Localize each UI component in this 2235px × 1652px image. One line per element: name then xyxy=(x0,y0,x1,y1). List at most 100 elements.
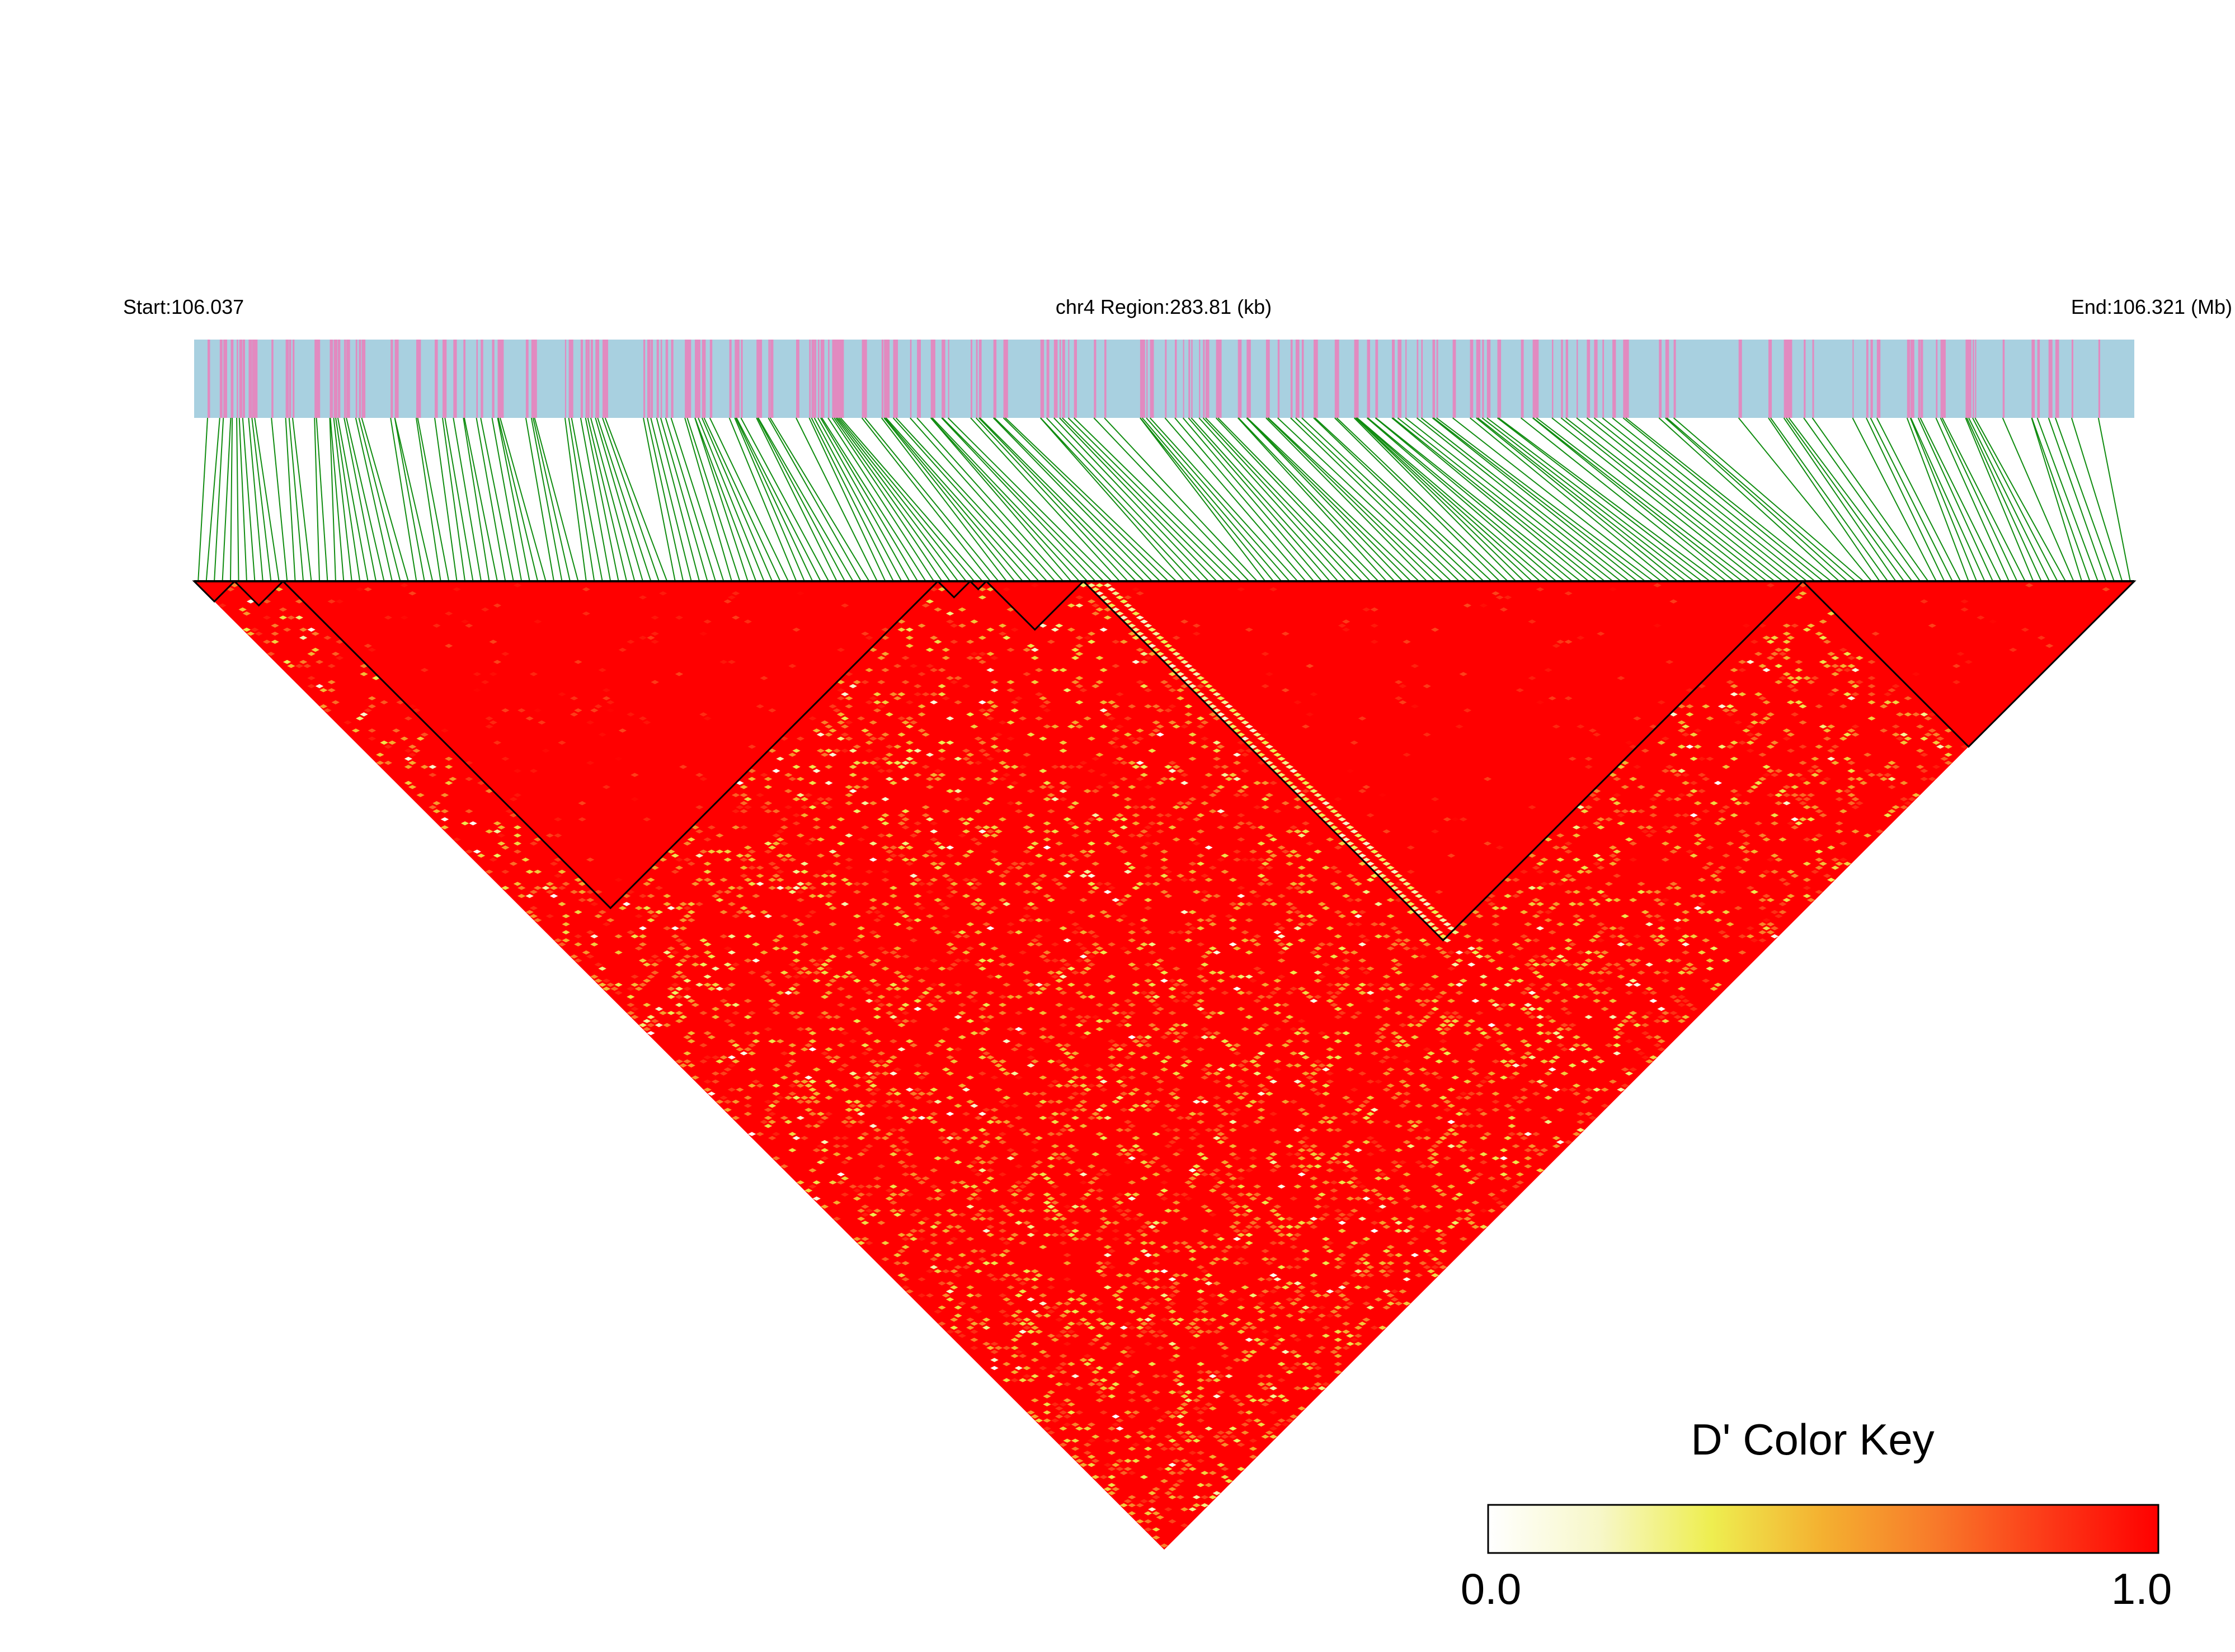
snp-band-stripe xyxy=(741,340,743,418)
ld-cell xyxy=(671,991,679,995)
ld-cell xyxy=(509,797,517,802)
ld-cell xyxy=(638,893,647,898)
ld-cell xyxy=(630,1006,639,1011)
ld-cell xyxy=(1014,1164,1023,1169)
ld-cell xyxy=(832,1201,841,1205)
ld-cell xyxy=(679,918,688,923)
ld-cell xyxy=(1508,1116,1516,1120)
ld-cell xyxy=(1414,1023,1423,1028)
snp-connector-line xyxy=(534,417,579,582)
ld-cell xyxy=(238,607,247,612)
ld-cell xyxy=(812,769,821,773)
ld-cell xyxy=(1394,1043,1403,1048)
ld-cell xyxy=(1366,1095,1375,1100)
ld-cell xyxy=(416,793,425,797)
ld-cell xyxy=(784,805,793,809)
ld-cell xyxy=(945,611,954,616)
ld-cell xyxy=(618,728,627,733)
ld-cell xyxy=(1003,1378,1011,1382)
snp-connector-line xyxy=(1356,417,1541,582)
ld-cell xyxy=(1297,1164,1306,1169)
ld-cell xyxy=(986,975,995,979)
ld-cell xyxy=(1293,1063,1302,1068)
ld-cell xyxy=(1075,958,1084,963)
ld-cell xyxy=(1051,1305,1060,1310)
ld-cell xyxy=(1119,1075,1128,1080)
ld-cell xyxy=(1237,1402,1245,1406)
ld-cell xyxy=(1039,1027,1047,1032)
ld-cell xyxy=(1156,966,1164,971)
ld-cell xyxy=(780,1075,789,1080)
ld-cell xyxy=(1204,1370,1213,1375)
ld-cell xyxy=(784,1063,793,1068)
ld-cell xyxy=(1447,1144,1456,1149)
ld-cell xyxy=(1136,1229,1144,1233)
ld-cell xyxy=(1201,1035,1209,1039)
ld-cell xyxy=(1031,1414,1039,1419)
ld-cell xyxy=(1310,1362,1318,1366)
ld-heatmap-triangle xyxy=(192,580,2137,1550)
ld-cell xyxy=(1156,1345,1164,1350)
ld-cell xyxy=(1160,1164,1169,1169)
ld-cell xyxy=(736,910,744,915)
ld-cell xyxy=(986,652,995,656)
ld-cell xyxy=(1261,1434,1269,1439)
ld-cell xyxy=(1156,1329,1164,1334)
ld-cell xyxy=(1160,680,1169,684)
ld-cell xyxy=(1099,1265,1108,1269)
ld-cell xyxy=(1204,1063,1213,1068)
ld-cell xyxy=(1212,1378,1221,1382)
ld-cell xyxy=(1116,1144,1124,1149)
ld-cell xyxy=(804,1108,813,1112)
ld-cell xyxy=(610,986,619,991)
ld-cell xyxy=(1087,1164,1096,1169)
ld-cell xyxy=(1027,1232,1035,1237)
ld-cell xyxy=(747,970,756,975)
ld-cell xyxy=(1067,1031,1075,1036)
ld-cell xyxy=(1091,950,1100,955)
ld-cell xyxy=(1087,1366,1096,1371)
ld-cell xyxy=(909,720,918,725)
snp-band-stripe xyxy=(1942,340,1946,418)
ld-cell xyxy=(925,1099,934,1104)
ld-cell xyxy=(970,991,978,995)
ld-cell xyxy=(1152,1487,1160,1491)
ld-cell xyxy=(784,1119,793,1124)
ld-cell xyxy=(1621,1083,1629,1088)
ld-cell xyxy=(1107,1055,1116,1060)
ld-cell xyxy=(1350,1015,1358,1019)
ld-cell xyxy=(853,889,862,894)
ld-cell xyxy=(1043,982,1051,987)
ld-cell xyxy=(930,999,938,1003)
ld-cell xyxy=(1123,595,1132,600)
ld-cell xyxy=(1508,1124,1516,1128)
ld-cell xyxy=(727,1088,736,1092)
ld-cell xyxy=(1269,853,1278,858)
snp-connector-line xyxy=(1433,417,1646,582)
ld-cell xyxy=(1237,1257,1245,1262)
ld-cell xyxy=(752,893,760,898)
ld-cell xyxy=(756,704,764,709)
ld-cell xyxy=(1310,1128,1318,1132)
ld-cell xyxy=(1180,676,1189,680)
ld-cell xyxy=(942,696,951,700)
ld-cell xyxy=(1536,1031,1545,1036)
ld-cell xyxy=(1172,1378,1180,1382)
snp-band-stripe xyxy=(770,340,774,418)
ld-cell xyxy=(893,946,902,950)
ld-cell xyxy=(869,1212,877,1217)
ld-cell xyxy=(998,954,1007,959)
ld-cell xyxy=(1330,1003,1338,1007)
ld-cell xyxy=(1116,1467,1124,1471)
ld-cell xyxy=(1172,1442,1180,1447)
ld-cell xyxy=(1528,982,1536,987)
ld-cell xyxy=(299,627,308,632)
snp-band-stripe xyxy=(768,340,770,418)
ld-cell xyxy=(1394,1124,1403,1128)
ld-cell xyxy=(877,1059,886,1063)
ld-cell xyxy=(849,1055,857,1060)
ld-cell xyxy=(788,889,797,894)
snp-band-stripe xyxy=(1452,340,1456,418)
snp-band-stripe xyxy=(817,340,820,418)
ld-cell xyxy=(1184,1325,1193,1330)
